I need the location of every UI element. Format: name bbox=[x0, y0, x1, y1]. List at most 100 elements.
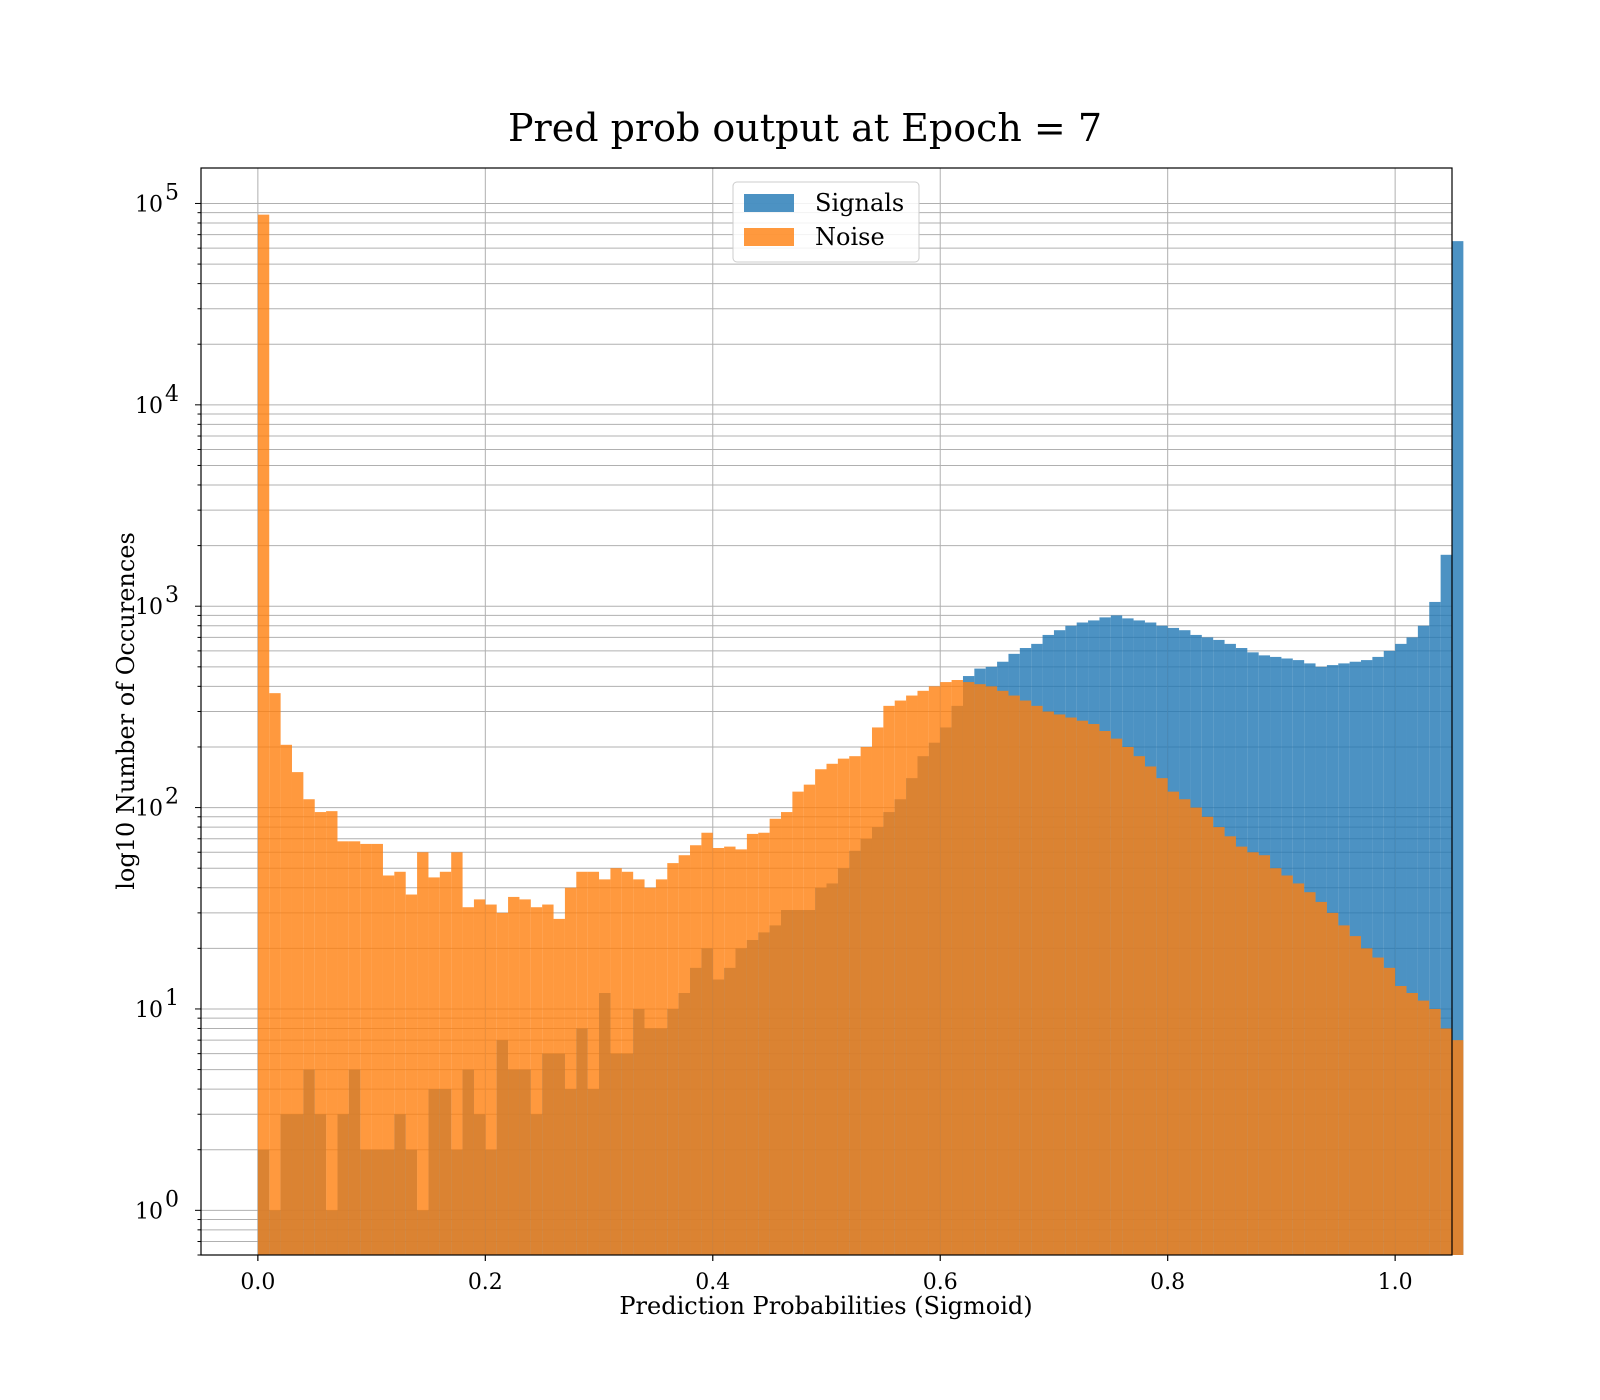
noise-bar bbox=[1144, 766, 1157, 1255]
noise-bar bbox=[542, 904, 554, 1255]
noise-bar bbox=[894, 700, 907, 1255]
noise-bar bbox=[826, 763, 838, 1255]
noise-bar bbox=[803, 784, 816, 1255]
signals-bar bbox=[1452, 241, 1464, 1255]
x-tick-label: 0.8 bbox=[1150, 1270, 1185, 1295]
noise-bar bbox=[1292, 883, 1305, 1255]
noise-bar bbox=[519, 899, 531, 1255]
noise-bar bbox=[587, 871, 600, 1255]
signals-bar bbox=[1429, 601, 1441, 1255]
signals-bar bbox=[1406, 637, 1418, 1255]
noise-bar bbox=[1440, 1028, 1452, 1255]
noise-bar bbox=[326, 811, 338, 1255]
noise-bar bbox=[633, 879, 645, 1255]
y-tick-label: 10 bbox=[135, 192, 163, 217]
noise-bar bbox=[985, 686, 998, 1255]
y-tick-exponent: 3 bbox=[165, 583, 179, 608]
noise-bar bbox=[883, 705, 895, 1255]
noise-bar bbox=[337, 841, 349, 1255]
noise-bar bbox=[724, 846, 736, 1255]
noise-bar bbox=[439, 871, 452, 1255]
signals-legend-label: Signals bbox=[815, 189, 904, 217]
noise-bar bbox=[371, 843, 383, 1255]
noise-bar bbox=[417, 852, 429, 1255]
noise-bar bbox=[1235, 846, 1248, 1255]
noise-bar bbox=[291, 772, 304, 1255]
noise-bar bbox=[690, 845, 702, 1255]
y-tick-exponent: 1 bbox=[165, 986, 179, 1011]
noise-bar bbox=[610, 868, 622, 1255]
noise-bar bbox=[1304, 892, 1316, 1255]
noise-bar bbox=[473, 899, 486, 1255]
noise-bar bbox=[815, 769, 827, 1255]
noise-bar bbox=[1281, 875, 1293, 1255]
noise-bar bbox=[269, 693, 281, 1255]
x-axis-label: Prediction Probabilities (Sigmoid) bbox=[619, 1292, 1032, 1320]
noise-bar bbox=[1042, 711, 1054, 1255]
noise-bar bbox=[1383, 967, 1396, 1255]
noise-bar bbox=[303, 799, 315, 1255]
noise-bar bbox=[553, 918, 565, 1255]
noise-bar bbox=[735, 849, 747, 1255]
y-tick-label: 10 bbox=[135, 394, 163, 419]
noise-bar bbox=[621, 871, 634, 1255]
noise-bar bbox=[849, 756, 861, 1255]
bars bbox=[257, 214, 1464, 1255]
noise-bar bbox=[701, 832, 713, 1255]
noise-bar bbox=[1110, 738, 1123, 1255]
noise-bar bbox=[1406, 993, 1418, 1255]
noise-bar bbox=[405, 894, 418, 1255]
x-tick-label: 0.0 bbox=[240, 1270, 275, 1295]
noise-bar bbox=[1452, 1040, 1464, 1255]
noise-bar bbox=[974, 684, 986, 1255]
noise-bar bbox=[1031, 705, 1043, 1255]
noise-bar bbox=[1270, 868, 1282, 1255]
noise-bar bbox=[837, 758, 850, 1255]
noise-bar bbox=[769, 818, 782, 1255]
noise-bar bbox=[758, 832, 770, 1255]
noise-bar bbox=[917, 690, 929, 1255]
noise-bar bbox=[928, 686, 941, 1255]
signals-legend-swatch bbox=[744, 194, 794, 212]
legend: Signals Noise bbox=[732, 181, 920, 263]
signals-bar bbox=[1383, 650, 1396, 1255]
noise-bar bbox=[781, 812, 793, 1255]
y-axis-label: log10 Number of Occurences bbox=[112, 532, 140, 890]
noise-bar bbox=[940, 682, 952, 1255]
noise-bar bbox=[860, 746, 872, 1255]
signals-bar bbox=[1372, 656, 1384, 1255]
noise-bar bbox=[951, 680, 963, 1255]
noise-bar bbox=[1315, 901, 1327, 1255]
noise-bar bbox=[360, 843, 372, 1255]
noise-bar bbox=[1361, 948, 1373, 1255]
noise-bar bbox=[382, 875, 395, 1255]
x-tick-label: 0.4 bbox=[695, 1270, 730, 1295]
y-tick-exponent: 4 bbox=[165, 382, 179, 407]
noise-bar bbox=[871, 727, 884, 1255]
y-tick-exponent: 0 bbox=[165, 1187, 179, 1212]
noise-bar bbox=[997, 690, 1009, 1255]
noise-bar bbox=[599, 879, 611, 1255]
noise-bar bbox=[644, 887, 656, 1255]
y-tick-label: 10 bbox=[135, 998, 163, 1023]
noise-bar bbox=[1247, 852, 1259, 1255]
x-tick-label: 0.6 bbox=[923, 1270, 958, 1295]
chart-title: Pred prob output at Epoch = 7 bbox=[508, 106, 1102, 150]
noise-bar bbox=[1429, 1008, 1441, 1255]
noise-bar bbox=[1338, 925, 1350, 1255]
noise-bar bbox=[746, 833, 759, 1255]
noise-bar bbox=[1224, 836, 1236, 1255]
y-tick-label: 10 bbox=[135, 1199, 163, 1224]
noise-bar bbox=[314, 812, 327, 1255]
noise-bar bbox=[1190, 807, 1202, 1255]
noise-bar bbox=[1372, 957, 1384, 1255]
noise-bar bbox=[1349, 936, 1362, 1255]
noise-bar bbox=[1156, 778, 1168, 1255]
noise-bar bbox=[1019, 700, 1032, 1255]
x-tick-label: 1.0 bbox=[1378, 1270, 1413, 1295]
noise-bar bbox=[1258, 855, 1271, 1255]
noise-bar bbox=[530, 907, 543, 1255]
signals-bar bbox=[1440, 554, 1452, 1255]
